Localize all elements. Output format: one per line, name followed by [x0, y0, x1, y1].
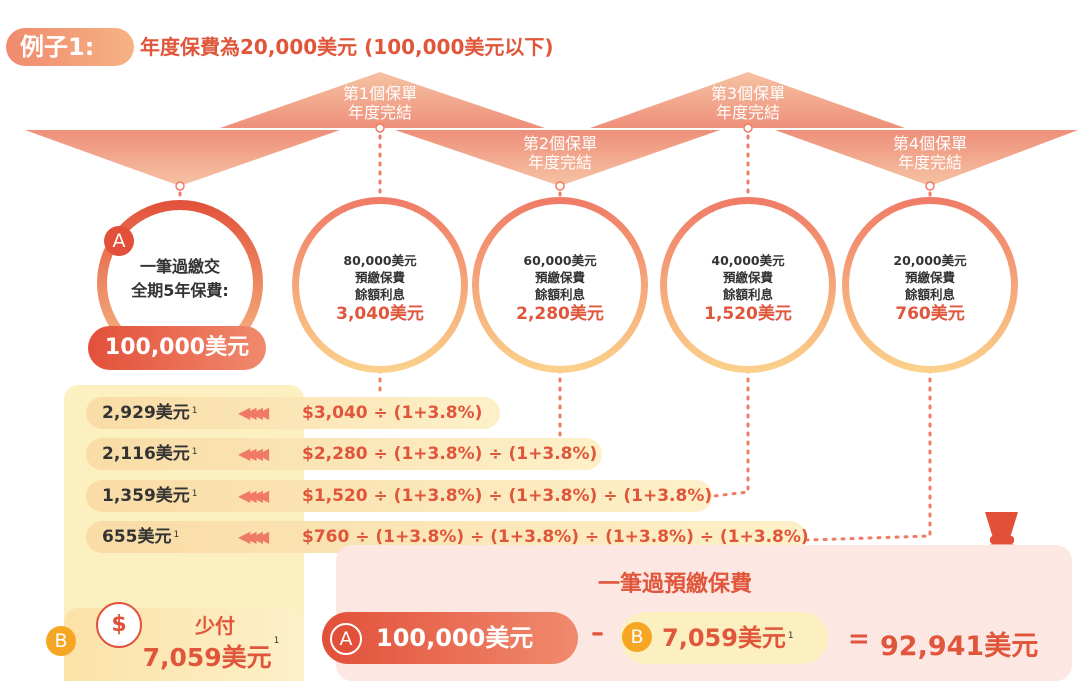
- lump-sum-amount: 100,000美元: [88, 326, 266, 370]
- triangle-year-3: [590, 72, 905, 128]
- result-b-pill: B 7,059美元 1: [620, 612, 828, 664]
- minus-sign: –: [591, 618, 604, 648]
- discount-row: 2,929美元 1 ◀◀◀◀ $3,040 ÷ (1+3.8%): [86, 397, 500, 429]
- discount-row: 2,116美元 1 ◀◀◀◀ $2,280 ÷ (1+3.8%) ÷ (1+3.8…: [86, 438, 602, 470]
- year-1-label: 第1個保單 年度完結: [342, 84, 418, 122]
- result-a-pill: A 100,000美元: [322, 612, 578, 664]
- result-badge-a: A: [330, 623, 362, 655]
- discount-formula: $760 ÷ (1+3.8%) ÷ (1+3.8%) ÷ (1+3.8%) ÷ …: [302, 527, 809, 547]
- triangle-year-2: [395, 130, 720, 186]
- badge-b: B: [46, 626, 76, 656]
- node-dot: [555, 181, 565, 191]
- dotted-connector: [712, 368, 750, 498]
- subtitle: 年度保費為20,000美元 (100,000美元以下): [140, 35, 554, 59]
- year-1-circle: 80,000美元 預繳保費 餘額利息 3,040美元: [336, 253, 424, 324]
- result-title: 一筆過預繳保費: [597, 572, 752, 597]
- node-dot: [925, 181, 935, 191]
- year-3-label: 第3個保單 年度完結: [710, 84, 786, 122]
- year-3-circle: 40,000美元 預繳保費 餘額利息 1,520美元: [704, 253, 792, 324]
- example-label: 例子1:: [20, 33, 95, 61]
- triangle-year-1: [220, 72, 545, 128]
- badge-a: A: [104, 226, 134, 256]
- year-2-label: 第2個保單 年度完結: [522, 134, 598, 172]
- node-dot: [375, 123, 385, 133]
- triangle-year-4: [775, 130, 1078, 186]
- discount-formula: $1,520 ÷ (1+3.8%) ÷ (1+3.8%) ÷ (1+3.8%): [302, 486, 713, 506]
- triangle-start: [25, 130, 340, 186]
- node-dot: [743, 123, 753, 133]
- coin-refund-icon: $: [96, 602, 142, 648]
- savings-label: 少付: [195, 614, 235, 638]
- result-b-amount: 7,059美元: [662, 624, 786, 652]
- discount-formula: $2,280 ÷ (1+3.8%) ÷ (1+3.8%): [302, 444, 598, 464]
- discount-value: 655美元: [102, 527, 172, 547]
- savings-amount: 7,059美元: [142, 643, 272, 672]
- result-badge-b: B: [622, 622, 652, 652]
- dotted-connector: [806, 368, 932, 542]
- example-label-pill: 例子1:: [6, 28, 134, 66]
- arrows-icon: ◀◀◀◀: [238, 486, 269, 505]
- discount-formula: $3,040 ÷ (1+3.8%): [302, 403, 483, 423]
- year-2-circle: 60,000美元 預繳保費 餘額利息 2,280美元: [516, 253, 604, 324]
- arrows-icon: ◀◀◀◀: [238, 444, 269, 463]
- discount-row: 1,359美元 1 ◀◀◀◀ $1,520 ÷ (1+3.8%) ÷ (1+3.8…: [86, 480, 712, 512]
- node-dot: [175, 181, 185, 191]
- discount-value: 1,359美元: [102, 486, 190, 506]
- result-total: 92,941美元: [880, 631, 1039, 662]
- year-4-label: 第4個保單 年度完結: [892, 134, 968, 172]
- arrows-icon: ◀◀◀◀: [238, 527, 269, 546]
- year-4-circle: 20,000美元 預繳保費 餘額利息 760美元: [893, 253, 967, 324]
- arrows-icon: ◀◀◀◀: [238, 403, 269, 422]
- equals-sign: =: [848, 624, 870, 654]
- result-a-amount: 100,000美元: [376, 624, 534, 652]
- discount-value: 2,116美元: [102, 444, 190, 464]
- discount-value: 2,929美元: [102, 403, 190, 423]
- lump-sum-text: 一筆過繳交 全期5年保費:: [131, 257, 229, 300]
